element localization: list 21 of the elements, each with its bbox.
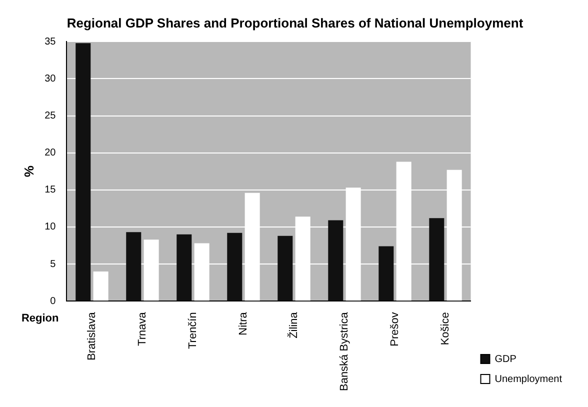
x-tick-label: Nitra: [238, 311, 250, 336]
legend-label: GDP: [494, 354, 517, 365]
y-tick-label: 20: [44, 148, 56, 159]
y-axis-title: %: [21, 165, 36, 178]
y-tick-label: 35: [44, 36, 56, 48]
x-tick-label: Trenčín: [187, 312, 200, 350]
x-tick-label: Bratislava: [86, 311, 98, 360]
x-tick-label: Banská Bystrica: [338, 311, 351, 392]
y-tick-label: 15: [44, 184, 56, 196]
y-tick-label: 5: [50, 258, 56, 270]
y-tick-label: 30: [44, 73, 56, 84]
x-tick-label: Košice: [440, 312, 452, 346]
y-tick-label: 25: [44, 110, 56, 122]
x-tick-label: Žilina: [287, 311, 300, 338]
x-tick-label: Prešov: [389, 312, 402, 346]
y-tick-label: 0: [50, 296, 56, 307]
x-tick-label: Trnava: [136, 311, 149, 346]
chart-title: Regional GDP Shares and Proportional Shares of National Unemployment: [66, 15, 524, 30]
legend-label: Unemployment: [494, 374, 562, 385]
x-axis-title: Region: [21, 312, 59, 325]
y-tick-label: 10: [44, 222, 56, 233]
